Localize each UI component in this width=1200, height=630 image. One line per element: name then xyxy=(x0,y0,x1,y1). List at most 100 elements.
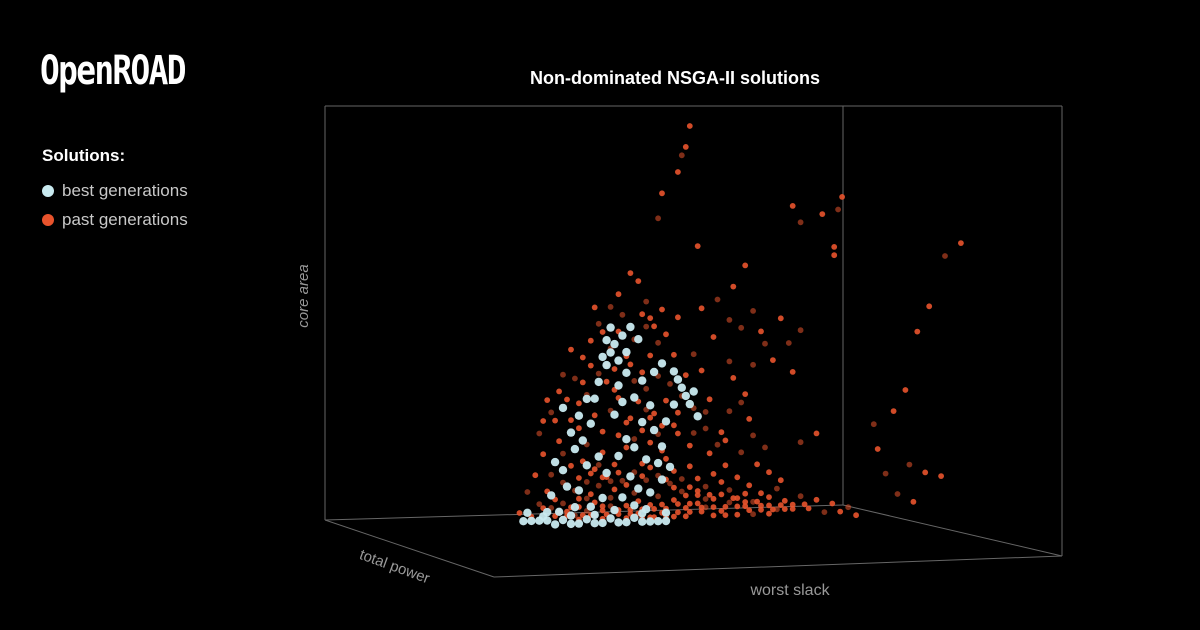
past-generation-point xyxy=(576,425,582,432)
past-generation-point xyxy=(762,444,768,451)
past-generation-point xyxy=(627,415,634,422)
past-generation-point xyxy=(536,430,543,437)
past-generation-point xyxy=(922,469,929,476)
best-generation-point xyxy=(558,515,568,525)
past-generation-point xyxy=(738,324,745,331)
best-generation-point xyxy=(566,428,576,437)
past-generation-point xyxy=(607,304,614,310)
past-generation-point xyxy=(587,362,594,369)
past-generation-point xyxy=(819,211,826,218)
past-generation-point xyxy=(722,462,729,469)
past-generation-point xyxy=(698,504,705,511)
best-generation-point xyxy=(566,519,576,529)
past-generation-point xyxy=(619,311,626,318)
past-generation-point xyxy=(682,144,689,150)
past-generation-point xyxy=(548,409,555,416)
past-generation-point xyxy=(686,500,693,507)
past-generation-point xyxy=(726,317,733,323)
best-generation-point xyxy=(594,377,603,387)
best-generation-point xyxy=(574,411,584,420)
box-edge-floor-front xyxy=(493,555,1063,578)
past-generation-point xyxy=(599,503,606,510)
past-generation-point xyxy=(738,399,745,406)
best-generation-point xyxy=(649,425,659,435)
past-generation-point xyxy=(615,432,622,439)
past-generation-point xyxy=(831,244,838,250)
past-generation-point xyxy=(742,499,749,505)
best-generation-point xyxy=(646,401,655,410)
past-generation-point xyxy=(647,439,654,446)
best-generation-point xyxy=(610,339,619,349)
past-generation-point xyxy=(587,491,594,498)
past-generation-point xyxy=(655,215,661,222)
past-generation-point xyxy=(698,367,705,374)
legend-item-past[interactable]: past generations xyxy=(42,205,188,234)
past-generation-point xyxy=(607,478,614,485)
past-generation-point xyxy=(722,437,729,444)
past-generation-point xyxy=(710,504,717,510)
past-generation-point xyxy=(583,495,590,502)
past-generation-point xyxy=(595,320,602,327)
past-generation-point xyxy=(678,476,685,482)
best-generation-point xyxy=(610,410,619,419)
past-generation-point xyxy=(655,493,661,500)
past-generation-point xyxy=(839,194,845,200)
past-generation-point xyxy=(694,243,701,250)
past-generation-point xyxy=(718,508,725,514)
best-generation-point xyxy=(606,514,615,523)
past-generation-point xyxy=(568,346,574,353)
past-generation-point xyxy=(726,358,733,365)
past-generation-point xyxy=(781,506,788,512)
legend: Solutions: best generations past generat… xyxy=(42,146,188,234)
past-generation-point xyxy=(758,506,764,513)
past-generation-point xyxy=(556,388,562,395)
best-generation-point xyxy=(630,501,639,510)
best-generation-point xyxy=(618,397,627,407)
past-generation-point xyxy=(643,385,650,392)
best-generation-point xyxy=(622,347,631,357)
past-generation-point xyxy=(647,352,654,359)
past-generation-point xyxy=(777,477,784,484)
past-generation-point xyxy=(766,502,772,509)
past-generation-point xyxy=(906,461,913,468)
best-generation-point xyxy=(661,516,671,526)
past-generation-point xyxy=(627,270,634,276)
best-generation-point xyxy=(622,435,631,444)
past-generation-point xyxy=(556,438,562,445)
best-generation-point xyxy=(558,466,568,475)
past-generation-point xyxy=(938,473,944,479)
best-generation-point xyxy=(582,394,591,404)
best-generation-point xyxy=(638,509,647,518)
past-generation-point xyxy=(560,450,566,457)
past-generation-point xyxy=(714,441,721,448)
past-generation-point xyxy=(678,152,685,159)
best-generation-point xyxy=(602,360,611,370)
past-generation-point xyxy=(599,507,606,514)
best-generation-point xyxy=(550,457,560,467)
best-generation-point xyxy=(673,375,683,384)
past-generation-point xyxy=(548,471,555,478)
past-generation-point xyxy=(853,512,859,519)
past-generation-point xyxy=(694,475,701,482)
past-generation-point xyxy=(750,432,756,439)
best-generation-point xyxy=(630,443,639,452)
past-generation-point xyxy=(572,375,578,382)
past-generation-point xyxy=(742,262,749,269)
past-generation-point xyxy=(726,408,733,415)
past-generation-point xyxy=(560,500,566,507)
best-generation-point xyxy=(665,462,675,472)
past-generation-point xyxy=(560,371,566,378)
best-generation-point xyxy=(646,488,655,497)
best-generation-point xyxy=(523,508,532,517)
past-generation-point xyxy=(587,337,594,344)
past-generation-point xyxy=(829,500,836,507)
legend-item-best[interactable]: best generations xyxy=(42,176,188,205)
past-generation-point xyxy=(667,480,673,487)
best-generation-point xyxy=(598,352,607,362)
box-edge-floor-right xyxy=(842,504,1063,557)
past-generation-point xyxy=(730,283,737,290)
past-generation-point xyxy=(675,314,681,321)
past-generation-point xyxy=(675,501,681,507)
past-generation-point xyxy=(591,466,598,473)
